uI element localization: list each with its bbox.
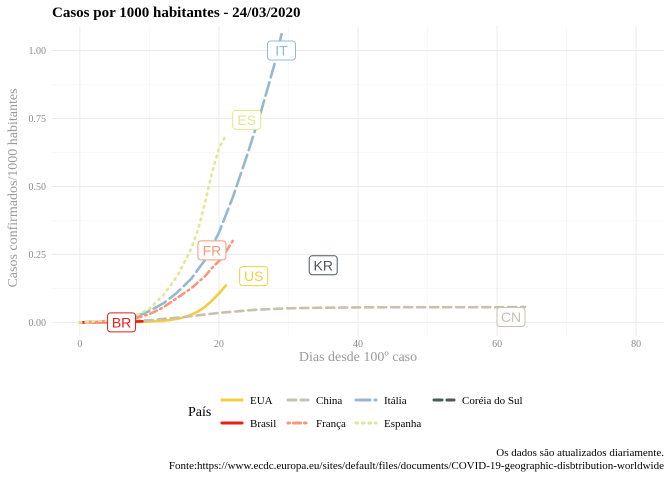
series-label: BR — [107, 312, 137, 333]
legend-label: Itália — [384, 395, 407, 407]
x-tick-label: 60 — [492, 339, 502, 350]
legend-label: China — [316, 395, 342, 407]
grid — [52, 26, 664, 336]
legend: EUA China Itália Coréia do Sul Brasil França E… — [220, 395, 523, 430]
series-line — [78, 305, 527, 324]
legend-item: Espanha — [354, 418, 421, 430]
series-label-text: US — [244, 268, 263, 284]
series-label-text: FR — [203, 242, 222, 258]
series-label: US — [239, 266, 269, 287]
series-line — [78, 133, 228, 324]
series-label: KR — [308, 255, 338, 276]
series-label: CN — [496, 306, 526, 327]
series-label-text: BR — [112, 314, 131, 330]
x-tick-label: 80 — [631, 339, 641, 350]
legend-item: Coréia do Sul — [432, 395, 523, 407]
series-label-box — [232, 109, 262, 130]
series-label: IT — [267, 40, 296, 61]
series-label-box — [267, 40, 296, 61]
series-label-text: IT — [275, 42, 288, 58]
legend-item: EUA — [220, 395, 273, 407]
x-axis-label: Dias desde 100º caso — [299, 350, 417, 365]
chart-title: Casos por 1000 habitantes - 24/03/2020 — [52, 5, 301, 21]
x-tick-label: 0 — [77, 339, 82, 350]
y-tick-label: 0.25 — [29, 250, 47, 261]
legend-item: Brasil — [220, 418, 276, 430]
series-label-text: ES — [237, 112, 256, 128]
series-label-box — [107, 312, 137, 333]
legend-label: EUA — [250, 395, 273, 407]
y-tick-label: 1.00 — [29, 46, 47, 57]
y-tick-label: 0.75 — [29, 114, 47, 125]
series-label-box — [496, 306, 526, 327]
series-label-box — [239, 266, 269, 287]
legend-label: Coréia do Sul — [462, 395, 523, 407]
legend-label: Espanha — [384, 418, 421, 430]
legend-label: França — [316, 418, 346, 430]
series-label: FR — [197, 240, 227, 261]
axis-ticks: 0 20 40 60 80 0.00 0.25 0.50 0.75 1.00 — [29, 46, 642, 350]
caption-update-note: Os dados são atualizados diariamente. — [496, 447, 664, 459]
legend-item: França — [286, 418, 346, 430]
y-axis-label: Casos confirmados/1000 habitantes — [6, 88, 21, 287]
series-label-text: CN — [501, 309, 521, 325]
legend-item: China — [286, 395, 342, 407]
caption-source: Fonte:https://www.ecdc.europa.eu/sites/d… — [169, 460, 664, 472]
y-tick-label: 0.00 — [29, 318, 47, 329]
series-label-box — [308, 255, 338, 276]
series-layer — [78, 32, 527, 324]
legend-item: Itália — [354, 395, 407, 407]
legend-title: País — [188, 405, 211, 420]
series-labels: US CN IT KR BR FR ES — [107, 40, 526, 333]
series-label-box — [197, 240, 227, 261]
series-label-text: KR — [314, 257, 333, 273]
x-tick-label: 40 — [353, 339, 363, 350]
legend-label: Brasil — [250, 418, 276, 430]
series-label: ES — [232, 109, 262, 130]
y-tick-label: 0.50 — [29, 182, 47, 193]
x-tick-label: 20 — [214, 339, 224, 350]
